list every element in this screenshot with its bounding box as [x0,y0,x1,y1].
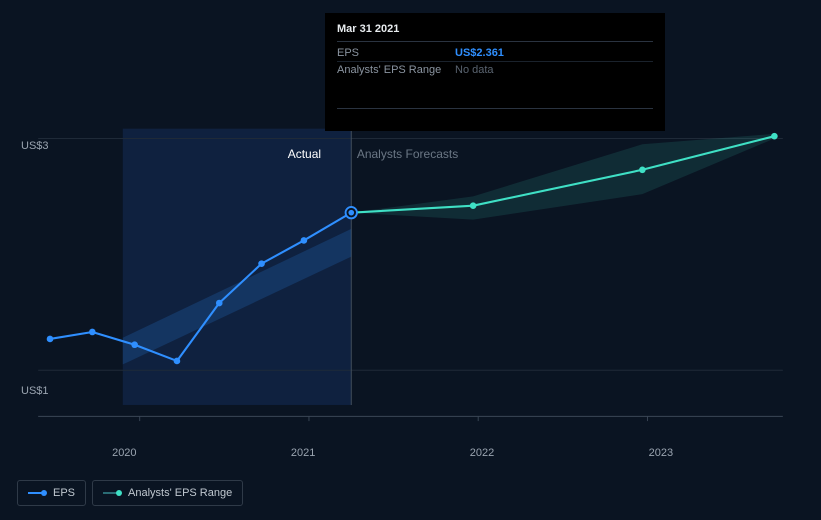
chart-legend: EPS Analysts' EPS Range [17,480,243,506]
x-axis-tick-label: 2020 [112,447,136,459]
x-axis-tick-label: 2021 [291,447,315,459]
legend-swatch-eps [28,490,46,496]
legend-label-range: Analysts' EPS Range [128,487,232,499]
tooltip-row-eps: EPS US$2.361 [337,45,653,62]
x-axis-tick-label: 2022 [470,447,494,459]
legend-label-eps: EPS [53,487,75,499]
legend-swatch-range [103,490,121,496]
tooltip-value-eps: US$2.361 [455,47,504,59]
legend-item-range[interactable]: Analysts' EPS Range [92,480,243,506]
y-axis-tick-label: US$1 [21,385,49,397]
tooltip-label-eps: EPS [337,47,455,59]
x-axis-tick-label: 2023 [649,447,673,459]
tooltip-value-range: No data [455,64,494,76]
tooltip-date: Mar 31 2021 [337,23,653,42]
chart-tooltip: Mar 31 2021 EPS US$2.361 Analysts' EPS R… [325,13,665,131]
actual-region-label: Actual [288,147,321,161]
tooltip-row-range: Analysts' EPS Range No data [337,62,653,109]
y-axis-tick-label: US$3 [21,140,49,152]
tooltip-label-range: Analysts' EPS Range [337,64,455,76]
legend-item-eps[interactable]: EPS [17,480,86,506]
forecast-region-label: Analysts Forecasts [357,147,458,161]
